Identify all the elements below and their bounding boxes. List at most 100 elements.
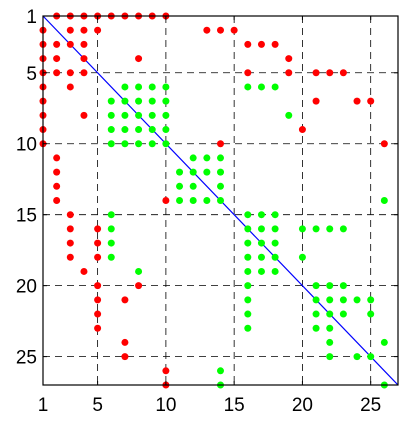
green-point bbox=[162, 83, 170, 91]
green-point bbox=[367, 296, 375, 304]
red-point bbox=[121, 353, 129, 361]
green-point bbox=[121, 97, 129, 105]
red-point bbox=[94, 26, 102, 34]
red-point bbox=[244, 69, 252, 77]
red-point bbox=[53, 69, 61, 77]
green-point bbox=[189, 168, 197, 176]
green-point bbox=[312, 310, 320, 318]
green-point bbox=[162, 140, 170, 148]
green-point bbox=[217, 182, 224, 190]
green-point bbox=[257, 267, 265, 275]
green-point bbox=[148, 83, 156, 91]
green-point bbox=[257, 239, 265, 247]
red-point bbox=[94, 253, 102, 261]
green-point bbox=[203, 154, 211, 162]
red-point bbox=[162, 197, 170, 204]
green-point bbox=[244, 324, 252, 332]
red-point bbox=[80, 111, 88, 119]
red-point bbox=[230, 26, 238, 34]
red-point bbox=[312, 69, 320, 77]
red-point bbox=[94, 296, 102, 304]
green-point bbox=[121, 140, 129, 148]
green-point bbox=[339, 296, 347, 304]
green-point bbox=[148, 111, 156, 119]
y-tick-label: 15 bbox=[16, 206, 37, 227]
green-point bbox=[326, 225, 334, 233]
red-point bbox=[53, 154, 61, 162]
y-tick-label: 25 bbox=[16, 348, 37, 369]
y-tick-label: 1 bbox=[26, 7, 37, 28]
green-point bbox=[271, 267, 279, 275]
green-point bbox=[135, 111, 143, 119]
x-tick-label: 5 bbox=[92, 395, 103, 416]
green-point bbox=[312, 225, 320, 233]
green-point bbox=[148, 126, 156, 134]
red-point bbox=[257, 40, 265, 48]
green-point bbox=[135, 97, 143, 105]
green-point bbox=[189, 182, 197, 190]
x-tick-label: 20 bbox=[292, 395, 313, 416]
red-point bbox=[285, 69, 293, 77]
green-point bbox=[176, 182, 184, 190]
green-point bbox=[380, 338, 388, 346]
green-point bbox=[298, 253, 306, 261]
x-tick-labels: 1 5 10 15 20 25 bbox=[38, 395, 382, 416]
red-point bbox=[66, 225, 74, 233]
red-point bbox=[285, 55, 293, 63]
green-point bbox=[121, 83, 129, 91]
green-point bbox=[107, 126, 115, 134]
green-point bbox=[189, 154, 197, 162]
red-point bbox=[80, 69, 88, 77]
green-point bbox=[148, 97, 156, 105]
green-point bbox=[135, 140, 143, 148]
green-point bbox=[244, 253, 252, 261]
red-point bbox=[66, 40, 74, 48]
x-tick-label: 15 bbox=[224, 395, 245, 416]
green-point bbox=[244, 310, 252, 318]
green-point bbox=[244, 267, 252, 275]
green-point bbox=[244, 282, 252, 290]
green-point bbox=[257, 253, 265, 261]
red-point bbox=[271, 40, 279, 48]
green-point bbox=[217, 367, 224, 375]
tick-marks bbox=[42, 15, 398, 385]
red-point bbox=[53, 55, 61, 63]
red-point bbox=[80, 26, 88, 34]
y-tick-label: 10 bbox=[16, 135, 37, 156]
red-point bbox=[80, 40, 88, 48]
y-tick-label: 5 bbox=[26, 64, 37, 85]
red-point bbox=[162, 367, 170, 375]
green-point bbox=[135, 83, 143, 91]
green-point bbox=[367, 310, 375, 318]
red-point bbox=[121, 296, 129, 304]
green-point bbox=[353, 353, 361, 361]
red-point bbox=[339, 69, 347, 77]
x-tick-label: 1 bbox=[38, 395, 49, 416]
green-point bbox=[162, 111, 170, 119]
green-point bbox=[135, 267, 143, 275]
green-point bbox=[107, 239, 115, 247]
green-point bbox=[107, 140, 115, 148]
green-point bbox=[244, 211, 252, 219]
green-point bbox=[326, 324, 334, 332]
green-point bbox=[162, 126, 170, 134]
green-point bbox=[244, 83, 252, 91]
green-point bbox=[135, 126, 143, 134]
green-point bbox=[353, 296, 361, 304]
green-point bbox=[339, 310, 347, 318]
green-point bbox=[326, 353, 334, 361]
red-point bbox=[135, 55, 143, 63]
red-point bbox=[244, 40, 252, 48]
green-point bbox=[257, 225, 265, 233]
red-point bbox=[66, 253, 74, 261]
green-point bbox=[326, 338, 334, 346]
red-point bbox=[94, 282, 102, 290]
red-point bbox=[66, 239, 74, 247]
green-point bbox=[107, 111, 115, 119]
green-point bbox=[189, 197, 197, 204]
data-points bbox=[39, 12, 388, 389]
red-point bbox=[121, 338, 129, 346]
